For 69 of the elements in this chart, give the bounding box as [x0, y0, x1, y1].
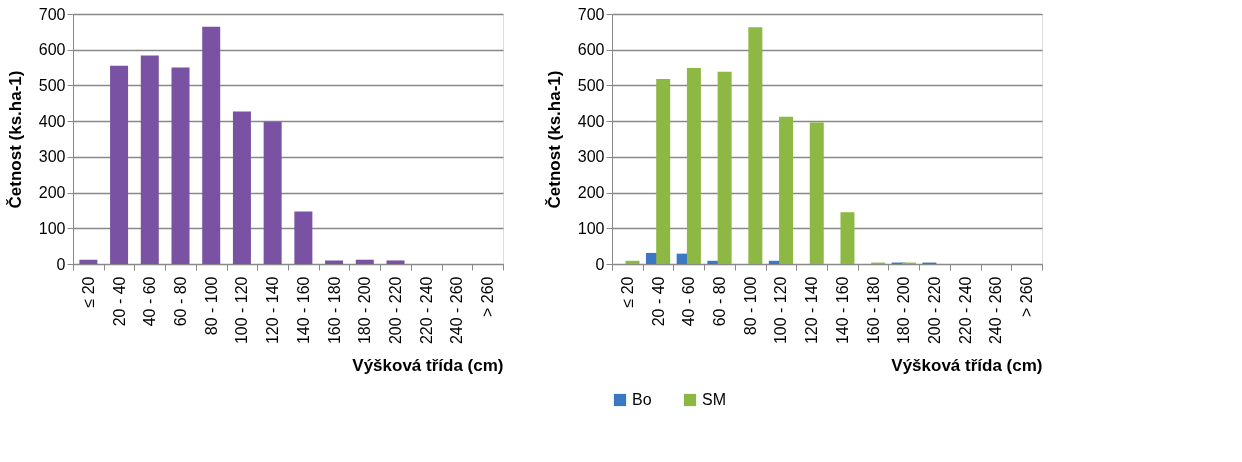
x-tick-label: 220 - 240: [417, 276, 435, 345]
bar: [625, 260, 640, 264]
bar: [656, 79, 671, 264]
bar: [110, 65, 129, 264]
x-tick-label: 240 - 260: [987, 276, 1005, 345]
x-tick-label: 100 - 120: [233, 276, 251, 345]
bar: [325, 260, 344, 264]
bar: [294, 211, 313, 264]
bar: [809, 122, 824, 264]
x-tick-label: 120 - 140: [264, 276, 282, 345]
y-tick-label: 100: [38, 219, 66, 237]
y-tick-label: 0: [595, 255, 605, 273]
bar: [232, 111, 251, 264]
y-tick-label: 0: [56, 255, 66, 273]
bar: [840, 212, 855, 264]
x-tick-label: 100 - 120: [772, 276, 790, 345]
x-tick-label: 220 - 240: [956, 276, 974, 345]
y-tick-label: 500: [38, 76, 66, 94]
x-tick-label: 40 - 60: [141, 276, 159, 327]
bar: [171, 67, 190, 264]
x-tick-label: > 260: [1018, 276, 1036, 317]
x-tick-label: 60 - 80: [172, 276, 189, 327]
x-tick-label: ≤ 20: [618, 276, 636, 308]
x-axis-title: Výšková třída (cm): [352, 356, 504, 376]
x-tick-label: ≤ 20: [79, 276, 97, 308]
bar: [355, 259, 374, 264]
y-tick-label: 600: [577, 41, 605, 59]
y-tick-label: 300: [577, 148, 605, 166]
x-tick-label: 140 - 160: [294, 276, 312, 345]
y-tick-label: 700: [38, 5, 66, 23]
x-tick-label: 160 - 180: [864, 276, 882, 345]
x-tick-label: 160 - 180: [325, 276, 343, 345]
bar: [717, 71, 732, 264]
bar: [79, 259, 98, 264]
y-tick-label: 400: [577, 112, 605, 130]
x-tick-label: 20 - 40: [110, 276, 128, 327]
x-tick-label: 140 - 160: [833, 276, 851, 345]
legend-label: Bo: [632, 391, 652, 408]
bar: [779, 116, 794, 264]
x-tick-label: 80 - 100: [202, 276, 220, 336]
bar: [263, 121, 282, 264]
y-tick-label: 200: [38, 184, 66, 202]
bar: [748, 27, 763, 264]
bar: [686, 67, 701, 264]
x-axis-title: Výšková třída (cm): [891, 356, 1043, 376]
y-tick-label: 300: [38, 148, 66, 166]
y-tick-label: 200: [577, 184, 605, 202]
bar: [140, 55, 159, 264]
y-tick-label: 600: [38, 41, 66, 59]
legend-label: SM: [702, 391, 726, 408]
x-tick-label: 60 - 80: [711, 276, 728, 327]
x-tick-label: 80 - 100: [741, 276, 759, 336]
bar: [386, 260, 405, 264]
x-tick-label: > 260: [479, 276, 497, 317]
y-axis-title: Četnost (ks.ha-1): [5, 70, 25, 209]
x-tick-label: 40 - 60: [680, 276, 698, 327]
y-tick-label: 400: [38, 112, 66, 130]
x-tick-label: 200 - 220: [387, 276, 404, 345]
y-axis-title: Četnost (ks.ha-1): [544, 70, 564, 209]
bar: [202, 26, 221, 264]
y-tick-label: 100: [577, 219, 605, 237]
y-tick-label: 500: [577, 76, 605, 94]
x-tick-label: 180 - 200: [356, 276, 374, 345]
x-tick-label: 20 - 40: [649, 276, 667, 327]
x-tick-label: 180 - 200: [895, 276, 913, 345]
y-tick-label: 700: [577, 5, 605, 23]
x-tick-label: 240 - 260: [448, 276, 466, 345]
x-tick-label: 200 - 220: [926, 276, 943, 345]
x-tick-label: 120 - 140: [803, 276, 821, 345]
